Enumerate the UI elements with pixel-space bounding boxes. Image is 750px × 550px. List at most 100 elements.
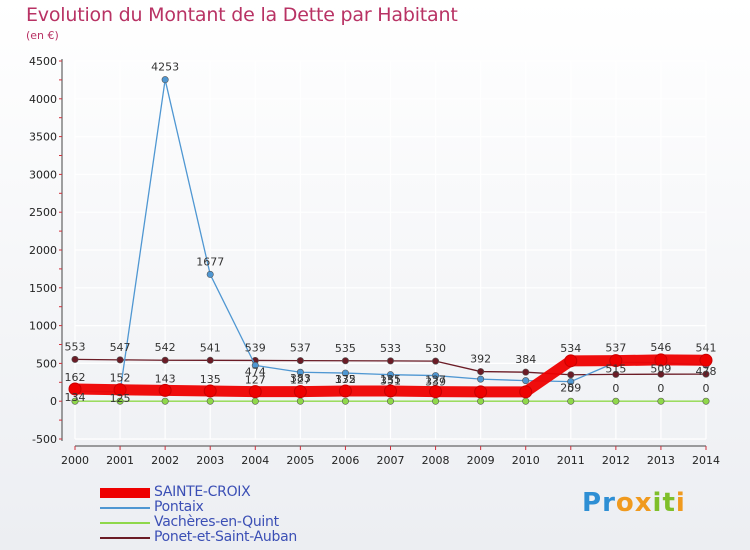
data-label: 478 [696,365,717,378]
data-label: 152 [110,372,131,385]
data-point [293,385,307,399]
data-point [161,356,169,364]
data-point [522,377,530,385]
legend-item: Ponet-et-Saint-Auban [100,530,297,545]
data-point [432,372,440,380]
data-label: 541 [696,341,717,354]
data-point [296,368,304,376]
data-label: 135 [380,373,401,386]
data-point [68,382,82,396]
x-tick-label: 2001 [106,454,134,467]
data-point [567,397,575,405]
legend-label: Vachères-en-Quint [154,514,279,530]
x-tick-label: 2010 [512,454,540,467]
logo-letter: x [634,488,653,518]
y-tick-label: 2000 [29,244,57,257]
logo-letter: r [602,488,616,518]
data-label: 515 [605,362,626,375]
legend-swatch [100,521,150,524]
data-label: 259 [560,382,581,395]
logo-letter: i [652,488,663,518]
data-label: 547 [110,341,131,354]
legend-swatch [100,506,150,509]
data-label: 135 [335,373,356,386]
x-tick-label: 2000 [61,454,89,467]
data-point [296,357,304,365]
x-tick-label: 2004 [241,454,269,467]
data-point [71,355,79,363]
data-point [564,354,578,368]
data-point [116,397,124,405]
data-point [206,270,214,278]
legend-item: Vachères-en-Quint [100,515,297,530]
data-point [116,356,124,364]
y-tick-label: 3500 [29,131,57,144]
data-label: 509 [650,363,671,376]
legend-label: Pontaix [154,499,204,515]
data-label: 553 [65,340,86,353]
legend-item: SAINTE-CROIX [100,485,297,500]
logo-letter: t [662,488,676,518]
y-tick-label: 3000 [29,168,57,181]
data-point [519,385,533,399]
data-point [386,397,394,405]
data-label: 4253 [151,61,179,74]
logo-letter: o [615,488,635,518]
data-label: 383 [290,372,311,385]
data-label: 537 [605,342,626,355]
chart-title: Evolution du Montant de la Dette par Hab… [26,4,458,26]
data-point [251,361,259,369]
data-label: 127 [425,374,446,387]
data-label: 530 [425,342,446,355]
data-label: 534 [560,342,581,355]
data-point [386,357,394,365]
data-point [474,385,488,399]
data-point [612,397,620,405]
x-tick-label: 2007 [377,454,405,467]
data-point [567,371,575,379]
data-point [702,370,710,378]
data-label: 537 [290,342,311,355]
x-tick-label: 2011 [557,454,585,467]
data-point [384,384,397,398]
data-point [341,357,349,365]
proxiti-logo: Proxiti [582,488,686,518]
data-point [341,397,349,405]
x-tick-label: 2013 [647,454,675,467]
legend-swatch [100,487,150,498]
data-point [296,397,304,405]
data-label: 0 [567,382,574,395]
data-point [251,397,259,405]
data-label: 541 [200,341,221,354]
data-point [161,76,169,84]
chart-unit-label: (en €) [26,29,59,42]
data-label: 533 [380,342,401,355]
data-label: 372 [335,373,356,386]
legend-label: Ponet-et-Saint-Auban [154,529,297,545]
y-tick-label: 1500 [29,282,57,295]
data-point [432,397,440,405]
data-point [206,397,214,405]
data-point [248,385,262,399]
data-label: 546 [650,341,671,354]
y-tick-label: 4500 [29,55,57,68]
x-tick-label: 2008 [422,454,450,467]
y-tick-label: -500 [32,433,57,446]
y-tick-label: 2500 [29,206,57,219]
data-label: 0 [657,382,664,395]
data-point [158,383,172,397]
data-point [341,369,349,377]
data-point [71,397,79,405]
data-label: 143 [155,372,176,385]
legend-label: SAINTE-CROIX [154,484,251,500]
data-point [699,353,713,367]
data-label: 535 [335,342,356,355]
data-label: 474 [245,365,266,378]
x-tick-label: 2002 [151,454,179,467]
legend-swatch [100,536,150,539]
data-point [477,368,485,376]
data-point [206,356,214,364]
data-point [657,370,665,378]
